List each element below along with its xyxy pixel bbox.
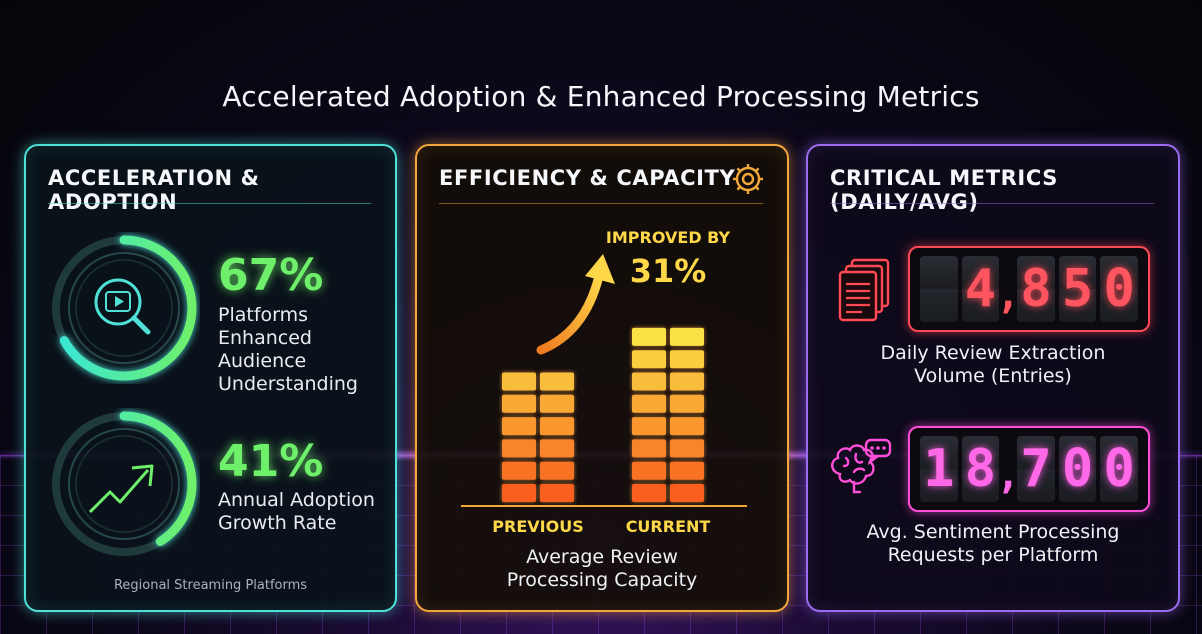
bar-block-current bbox=[632, 372, 666, 391]
improved-label: IMPROVED BY bbox=[606, 228, 731, 247]
bar-block-previous bbox=[502, 439, 536, 458]
bar-block-current bbox=[632, 327, 666, 346]
critical-panel-title: CRITICAL METRICS (DAILY/AVG) bbox=[830, 166, 1058, 214]
adoption-footnote: Regional Streaming Platforms bbox=[113, 578, 308, 593]
adoption-ring-41 bbox=[51, 411, 197, 557]
bar-block-previous bbox=[540, 417, 574, 436]
divider bbox=[830, 203, 1154, 204]
adoption-panel: ACCELERATION & ADOPTION 67% Platforms En… bbox=[24, 144, 397, 612]
daily-extraction-caption: Daily Review Extraction Volume (Entries) bbox=[808, 342, 1178, 388]
bar-block-previous bbox=[540, 394, 574, 413]
desc-line: Growth Rate bbox=[218, 512, 337, 534]
category-label-current: CURRENT bbox=[626, 517, 711, 536]
stat-value-growth: 41% bbox=[218, 436, 324, 487]
bar-block-current bbox=[670, 327, 704, 346]
bar-block-previous bbox=[502, 461, 536, 480]
bar-block-previous bbox=[540, 372, 574, 391]
stat-value-platforms: 67% bbox=[218, 250, 324, 301]
trend-up-icon bbox=[88, 464, 154, 514]
sentiment-requests-caption: Avg. Sentiment Processing Requests per P… bbox=[808, 521, 1178, 567]
bar-block-current bbox=[670, 394, 704, 413]
page-title: Accelerated Adoption & Enhanced Processi… bbox=[222, 80, 980, 113]
counter-comma: , bbox=[996, 452, 1021, 498]
caption-line: Average Review bbox=[526, 546, 678, 568]
counter-digit-blank bbox=[920, 256, 958, 322]
bar-block-current bbox=[632, 461, 666, 480]
counter-digit: 8 bbox=[961, 436, 1000, 502]
efficiency-panel: EFFICIENCY & CAPACITY IMPROVED BY 31% PR… bbox=[415, 144, 789, 612]
bar-block-current bbox=[670, 417, 704, 436]
bar-block-current bbox=[670, 461, 704, 480]
caption-line: Requests per Platform bbox=[887, 544, 1099, 566]
capacity-chart: IMPROVED BY 31% PREVIOUS CURRENT bbox=[461, 228, 747, 536]
counter-digit: 0 bbox=[1058, 436, 1097, 502]
improvement-arrow bbox=[536, 271, 604, 355]
desc-line: Annual Adoption bbox=[218, 489, 375, 511]
efficiency-panel-title: EFFICIENCY & CAPACITY bbox=[439, 166, 736, 190]
bar-block-current bbox=[632, 350, 666, 369]
divider bbox=[439, 203, 763, 204]
efficiency-caption: Average Review Processing Capacity bbox=[417, 546, 787, 592]
desc-line: Understanding bbox=[218, 373, 358, 395]
counter-digit: 0 bbox=[1100, 436, 1138, 502]
counter-digit: 1 bbox=[920, 436, 958, 502]
caption-line: Processing Capacity bbox=[506, 569, 698, 591]
bar-block-previous bbox=[502, 372, 536, 391]
counter-digit: 8 bbox=[1017, 256, 1055, 322]
counter-comma: , bbox=[996, 272, 1021, 318]
brain-chat-icon bbox=[831, 438, 892, 494]
documents-icon bbox=[838, 258, 890, 322]
bar-block-current bbox=[670, 372, 704, 391]
caption-line: Volume (Entries) bbox=[914, 365, 1072, 387]
arrow-head bbox=[585, 254, 615, 284]
bar-block-current bbox=[670, 350, 704, 369]
counter-digit: 0 bbox=[1100, 256, 1138, 322]
bar-block-previous bbox=[540, 461, 574, 480]
bar-block-previous bbox=[502, 484, 536, 502]
caption-line: Avg. Sentiment Processing bbox=[866, 521, 1120, 543]
gear-icon bbox=[733, 164, 763, 194]
stat-desc-growth: Annual Adoption Growth Rate bbox=[218, 489, 375, 535]
bar-block-current bbox=[632, 417, 666, 436]
bar-block-previous bbox=[502, 417, 536, 436]
bar-block-current bbox=[632, 394, 666, 413]
adoption-ring-67 bbox=[51, 235, 197, 381]
play-search-icon bbox=[94, 278, 151, 335]
counter-digit: 4 bbox=[961, 256, 1000, 322]
desc-line: Enhanced Audience bbox=[218, 327, 312, 372]
desc-line: Platforms bbox=[218, 304, 309, 326]
counter-digit: 5 bbox=[1058, 256, 1097, 322]
adoption-panel-title: ACCELERATION & ADOPTION bbox=[48, 166, 260, 214]
bar-block-current bbox=[670, 439, 704, 458]
bar-block-current bbox=[632, 484, 666, 502]
bar-block-current bbox=[670, 484, 704, 502]
bar-block-previous bbox=[540, 484, 574, 502]
bar-block-previous bbox=[540, 439, 574, 458]
counter-digit: 7 bbox=[1017, 436, 1055, 502]
bar-block-current bbox=[632, 439, 666, 458]
divider bbox=[48, 203, 371, 204]
category-label-previous: PREVIOUS bbox=[492, 517, 583, 536]
bar-block-previous bbox=[502, 394, 536, 413]
caption-line: Daily Review Extraction bbox=[880, 342, 1106, 364]
stat-desc-platforms: Platforms Enhanced Audience Understandin… bbox=[218, 304, 395, 396]
improved-value: 31% bbox=[630, 252, 707, 290]
